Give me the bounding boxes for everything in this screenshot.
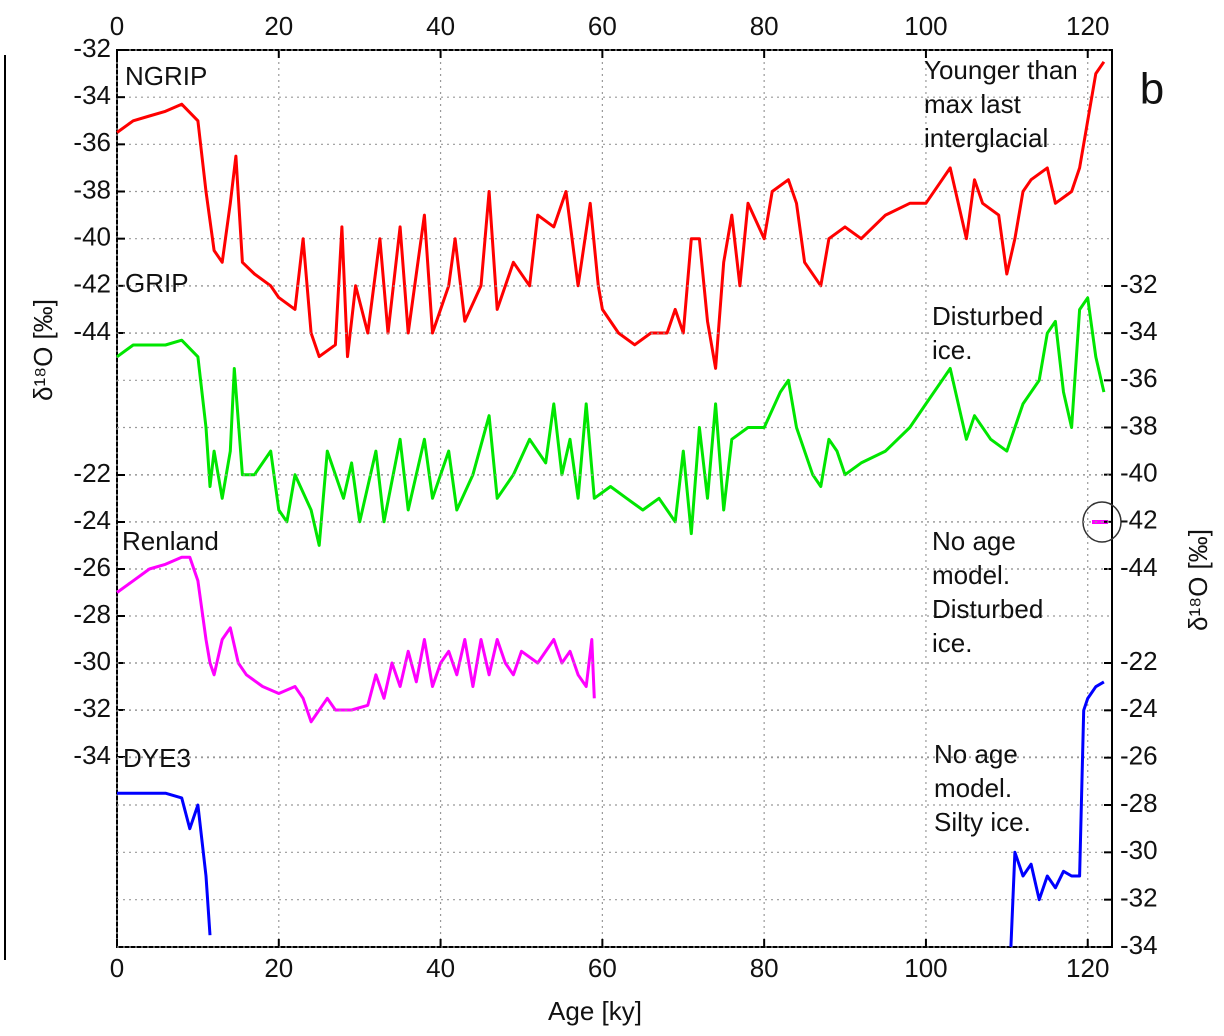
- y-tick-label: -38: [1120, 410, 1158, 440]
- y-tick-label: -40: [73, 222, 111, 252]
- y-tick-label: -32: [73, 33, 111, 63]
- annotation: ice.: [932, 628, 972, 658]
- annotation: model.: [934, 773, 1012, 803]
- y-tick-label: -38: [73, 174, 111, 204]
- y-tick-label: -42: [1120, 505, 1158, 535]
- annotation: No age: [934, 739, 1018, 769]
- annotation: Disturbed: [932, 594, 1043, 624]
- y-tick-label: -30: [73, 646, 111, 676]
- y-tick-label: -24: [1120, 693, 1158, 723]
- y-tick-label: -36: [73, 127, 111, 157]
- series-line: [117, 680, 1105, 948]
- series-line: [116, 555, 596, 724]
- x-tick-label: 100: [904, 953, 947, 983]
- annotation: Disturbed: [932, 301, 1043, 331]
- x-tick-label-top: 40: [426, 11, 455, 41]
- series-name: Renland: [122, 526, 219, 556]
- y-tick-label: -28: [1120, 788, 1158, 818]
- annotation: ice.: [932, 335, 972, 365]
- annotation: max last: [924, 89, 1022, 119]
- x-tick-label-top: 100: [904, 11, 947, 41]
- y-tick-label: -42: [73, 269, 111, 299]
- y-tick-label: -36: [1120, 363, 1158, 393]
- x-tick-label: 80: [750, 953, 779, 983]
- x-axis-label: Age [ky]: [548, 996, 642, 1026]
- plot-frame: [116, 49, 1113, 948]
- x-tick-label-top: 0: [110, 11, 124, 41]
- panel-label: b: [1140, 65, 1164, 114]
- y-tick-label: -26: [1120, 741, 1158, 771]
- y-axis-label: δ¹⁸O [‰]: [28, 299, 58, 401]
- annotation: Silty ice.: [934, 807, 1031, 837]
- series-line: [116, 296, 1106, 547]
- y-tick-label: -32: [1120, 883, 1158, 913]
- x-tick-label: 120: [1066, 953, 1109, 983]
- x-tick-label-top: 80: [750, 11, 779, 41]
- annotation: model.: [932, 560, 1010, 590]
- series-name: DYE3: [123, 743, 191, 773]
- y-tick-label: -32: [73, 693, 111, 723]
- y-tick-label: -34: [1120, 930, 1158, 960]
- y-tick-label: -22: [1120, 646, 1158, 676]
- annotation: Younger than: [924, 55, 1078, 85]
- x-tick-label: 20: [264, 953, 293, 983]
- x-tick-label-top: 120: [1066, 11, 1109, 41]
- y-tick-label: -22: [73, 458, 111, 488]
- x-tick-label-top: 20: [264, 11, 293, 41]
- x-tick-label: 60: [588, 953, 617, 983]
- y-tick-label: -34: [73, 740, 111, 770]
- y-tick-label: -44: [73, 316, 111, 346]
- annotation: No age: [932, 526, 1016, 556]
- x-tick-label: 0: [110, 953, 124, 983]
- series-name: NGRIP: [125, 61, 207, 91]
- y-tick-label: -28: [73, 599, 111, 629]
- y-tick-label: -40: [1120, 458, 1158, 488]
- y-tick-label: -44: [1120, 552, 1158, 582]
- annotation: interglacial: [924, 123, 1048, 153]
- y-tick-label: -34: [73, 80, 111, 110]
- y-tick-label: -34: [1120, 316, 1158, 346]
- y-tick-label: -30: [1120, 835, 1158, 865]
- series-name: GRIP: [125, 268, 189, 298]
- x-tick-label: 40: [426, 953, 455, 983]
- x-tick-label-top: 60: [588, 11, 617, 41]
- y2-axis-label: δ¹⁸O [‰]: [1183, 529, 1213, 631]
- y-tick-label: -24: [73, 505, 111, 535]
- series-line: [116, 60, 1106, 370]
- y-tick-label: -26: [73, 552, 111, 582]
- y-tick-label: -32: [1120, 269, 1158, 299]
